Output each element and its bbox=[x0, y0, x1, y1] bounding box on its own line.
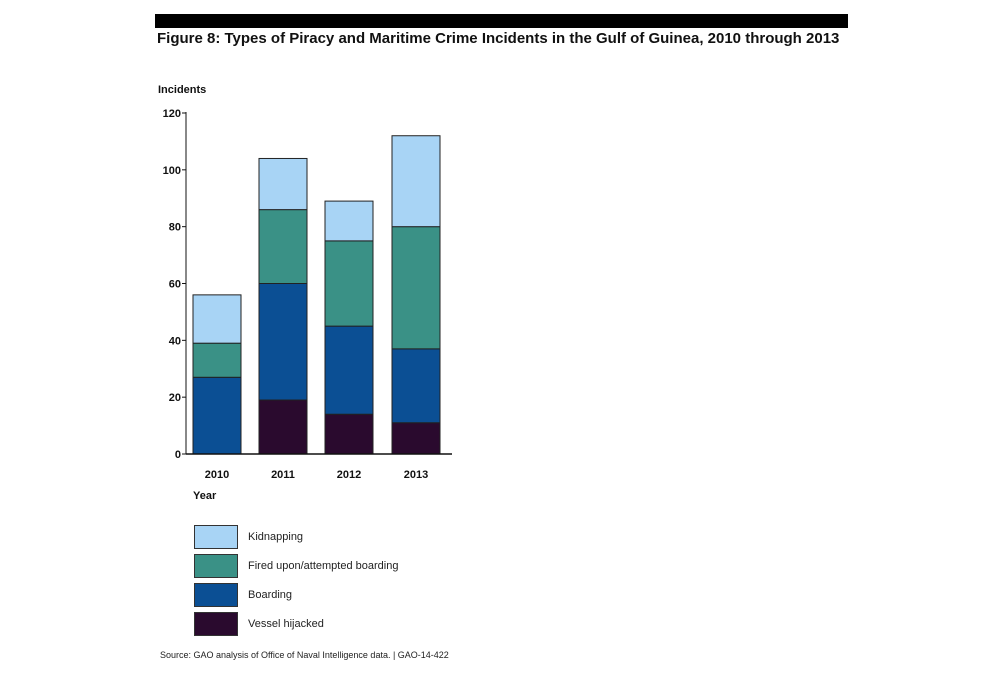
bar-segment-boarding-2013 bbox=[391, 348, 441, 424]
bar-segment-vessel-hijacked-2011 bbox=[258, 399, 308, 455]
bar-segment-fired-upon-attempted-boarding-2011 bbox=[258, 209, 308, 284]
legend-label: Boarding bbox=[248, 588, 293, 601]
bar-segment-kidnapping-2013 bbox=[391, 135, 441, 228]
plot-area: 0 20 40 60 80 100 120 2010 2011 2012 2013 bbox=[163, 108, 452, 481]
legend: Kidnapping Fired upon/attempted boarding B… bbox=[194, 522, 398, 638]
legend-swatch bbox=[194, 553, 238, 578]
legend-label: Fired upon/attempted boarding bbox=[248, 559, 399, 572]
legend-swatch bbox=[194, 611, 238, 636]
legend-item-fired-upon-attempted-boarding: Fired upon/attempted boarding bbox=[194, 551, 398, 580]
legend-item-vessel-hijacked: Vessel hijacked bbox=[194, 609, 398, 638]
legend-item-kidnapping: Kidnapping bbox=[194, 522, 398, 551]
y-tick-label: 40 bbox=[169, 335, 181, 347]
bar-segment-boarding-2011 bbox=[258, 283, 308, 401]
y-tick-label: 80 bbox=[169, 222, 181, 234]
x-tick-label: 2012 bbox=[337, 469, 361, 481]
bar-segment-fired-upon-attempted-boarding-2012 bbox=[324, 240, 374, 327]
bar-segment-vessel-hijacked-2012 bbox=[324, 413, 374, 455]
bar-segment-kidnapping-2011 bbox=[258, 157, 308, 211]
chart-title: Figure 8: Types of Piracy and Maritime C… bbox=[157, 30, 840, 47]
legend-label: Vessel hijacked bbox=[248, 617, 324, 630]
x-tick-label: 2013 bbox=[404, 469, 428, 481]
y-tick-label: 20 bbox=[169, 392, 181, 404]
bar-segment-boarding-2010 bbox=[192, 376, 242, 455]
bar-segment-fired-upon-attempted-boarding-2010 bbox=[192, 342, 242, 378]
bar-segment-kidnapping-2010 bbox=[192, 294, 242, 344]
y-tick-label: 100 bbox=[163, 165, 181, 177]
bar-segment-kidnapping-2012 bbox=[324, 200, 374, 242]
x-tick-label: 2010 bbox=[205, 469, 229, 481]
y-tick-label: 0 bbox=[175, 449, 181, 461]
title-rule bbox=[155, 14, 848, 28]
x-axis-label: Year bbox=[193, 490, 217, 502]
source-note: Source: GAO analysis of Office of Naval … bbox=[160, 650, 449, 660]
legend-swatch bbox=[194, 582, 238, 607]
bar-segment-fired-upon-attempted-boarding-2013 bbox=[391, 226, 441, 350]
legend-item-boarding: Boarding bbox=[194, 580, 398, 609]
legend-label: Kidnapping bbox=[248, 530, 304, 543]
y-tick-label: 60 bbox=[169, 279, 181, 291]
bar-segment-boarding-2012 bbox=[324, 325, 374, 415]
x-tick-label: 2011 bbox=[271, 469, 295, 481]
y-axis-label: Incidents bbox=[158, 84, 207, 96]
bar-segment-vessel-hijacked-2013 bbox=[391, 422, 441, 455]
legend-swatch bbox=[194, 524, 238, 549]
y-tick-label: 120 bbox=[163, 108, 181, 120]
